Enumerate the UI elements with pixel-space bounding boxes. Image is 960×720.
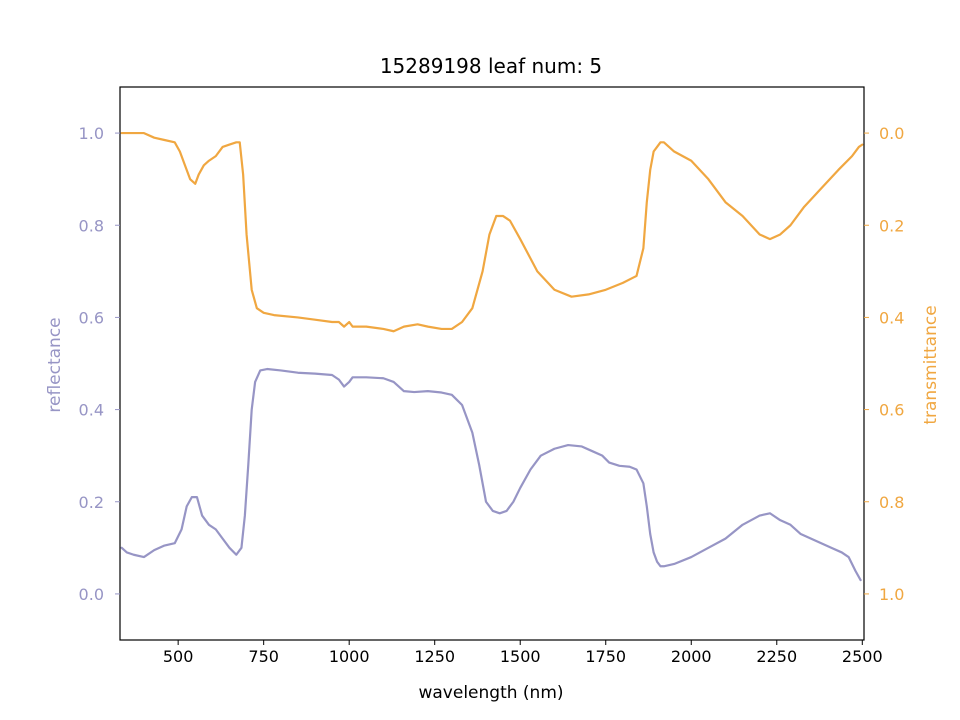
y-left-tick-label: 1.0 (79, 124, 104, 143)
y-right-tick-label: 0.6 (879, 401, 904, 420)
y-left-tick-label: 0.2 (79, 493, 104, 512)
y-right-tick-label: 1.0 (879, 585, 904, 604)
plot-frame (119, 86, 865, 641)
x-tick-label: 2250 (756, 647, 797, 666)
x-tick-label: 1500 (500, 647, 541, 666)
x-tick-label: 750 (248, 647, 279, 666)
y-right-tick-label: 0.8 (879, 493, 904, 512)
y-axis-left: 0.0 0.2 0.4 0.6 0.8 1.0 (79, 124, 120, 604)
y-left-tick-label: 0.6 (79, 308, 104, 327)
x-tick-label: 1250 (414, 647, 455, 666)
x-tick-label: 500 (163, 647, 194, 666)
x-axis-label: wavelength (nm) (418, 683, 563, 703)
x-tick-label: 1000 (329, 647, 370, 666)
y-axis-right: 0.0 0.2 0.4 0.6 0.8 1.0 (864, 124, 904, 604)
series-layer (120, 131, 864, 582)
y-right-tick-label: 0.4 (879, 308, 904, 327)
x-tick-label: 1750 (585, 647, 626, 666)
chart-title: 15289198 leaf num: 5 (380, 54, 602, 78)
x-tick-label: 2000 (671, 647, 712, 666)
transmittance-line (120, 131, 864, 333)
y-axis-label-left: reflectance (45, 317, 65, 412)
y-left-tick-label: 0.4 (79, 401, 104, 420)
y-axis-label-right: transmittance (921, 305, 941, 424)
y-right-tick-label: 0.2 (879, 216, 904, 235)
y-left-tick-label: 0.0 (79, 585, 104, 604)
x-axis: 500 750 1000 1250 1500 1750 2000 2250 2500 (163, 640, 883, 666)
y-left-tick-label: 0.8 (79, 216, 104, 235)
x-tick-label: 2500 (842, 647, 883, 666)
reflectance-line (120, 367, 862, 582)
y-right-tick-label: 0.0 (879, 124, 904, 143)
